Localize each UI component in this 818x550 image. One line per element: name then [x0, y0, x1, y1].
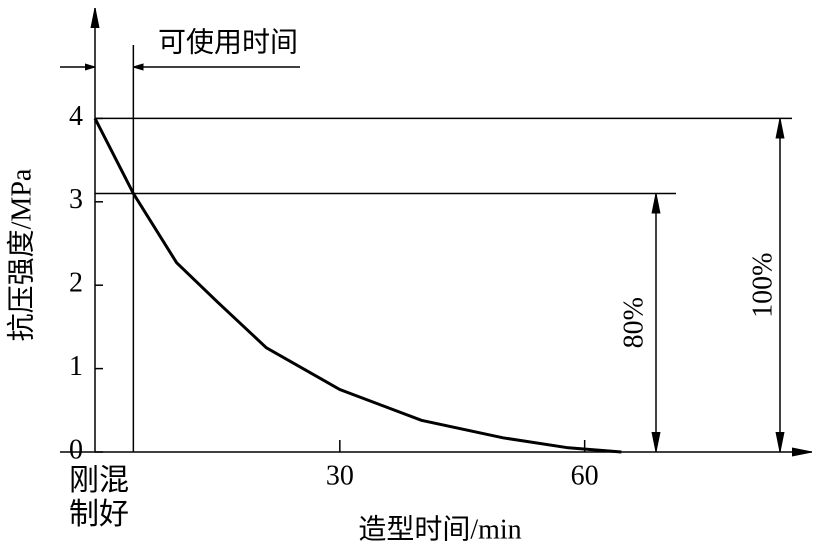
data-line	[93, 117, 622, 454]
y-tick-label: 4	[69, 101, 83, 132]
level-label: 80%	[618, 297, 649, 348]
y-tick-label: 0	[69, 434, 83, 465]
y-axis-label: 抗压强度/MPa	[5, 168, 37, 341]
y-tick-label: 2	[69, 268, 83, 299]
level-label: 100%	[747, 253, 778, 318]
usable-time-label: 可使用时间	[158, 26, 298, 58]
x-axis-label: 造型时间/min	[358, 513, 521, 545]
y-tick-label: 1	[69, 351, 83, 382]
x-tick-label: 60	[571, 460, 599, 491]
x-tick-label: 30	[326, 460, 354, 491]
y-tick-label: 3	[69, 184, 83, 215]
x-tick-label: 刚混制好	[69, 464, 129, 531]
